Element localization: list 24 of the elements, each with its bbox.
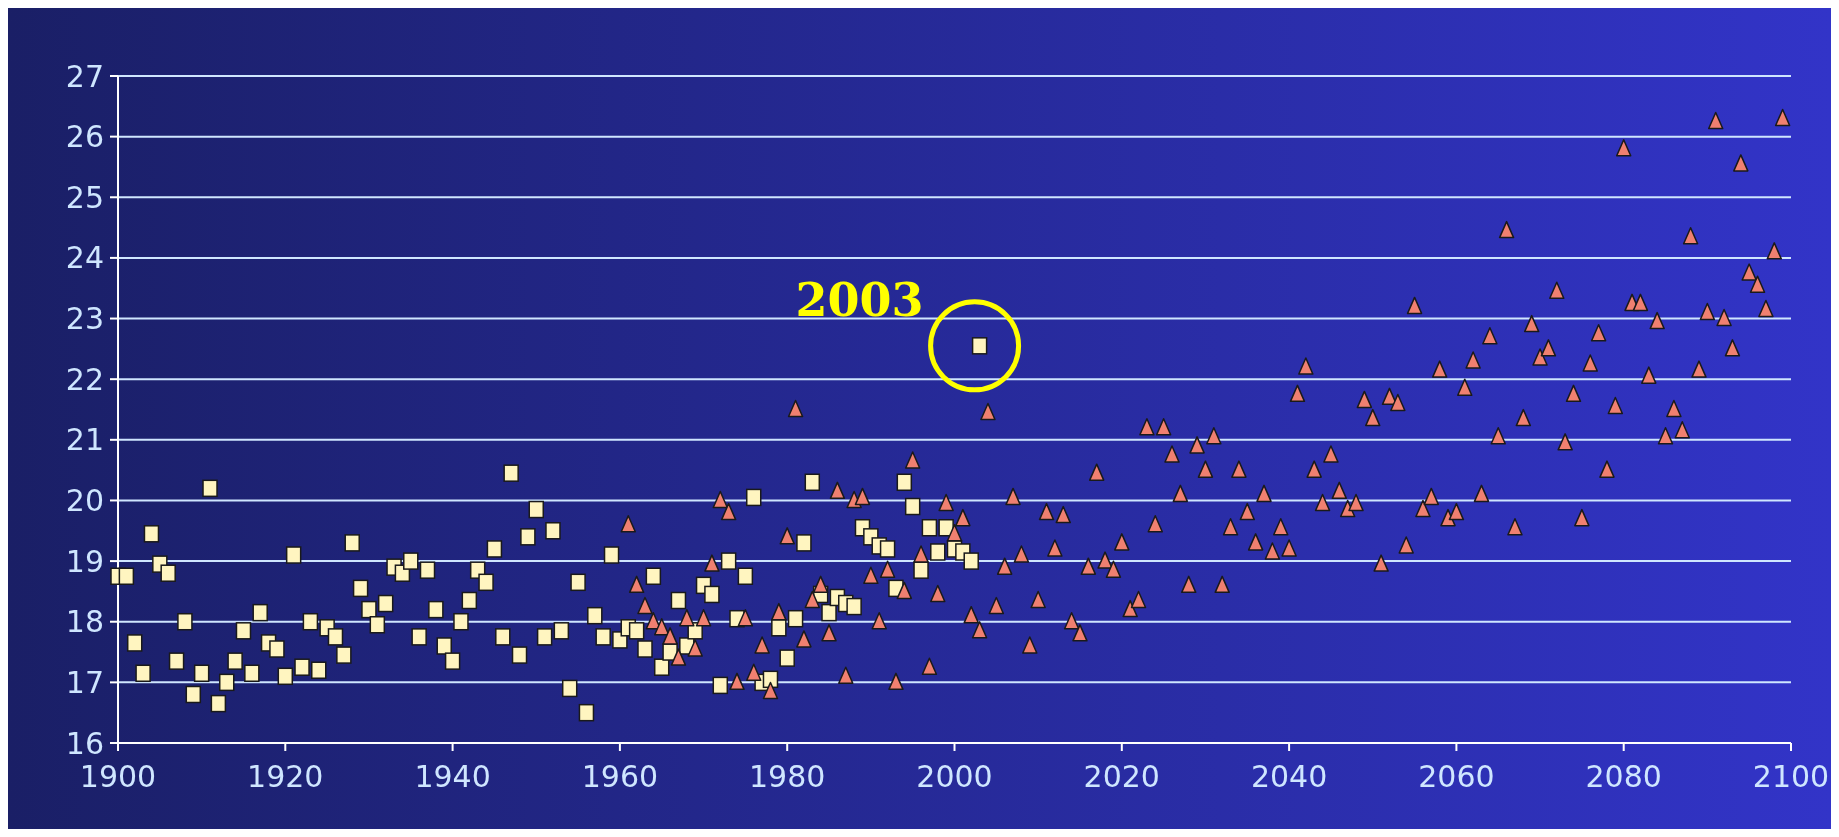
y-tick-label: 19 [65,543,104,579]
x-tick-label: 2000 [916,759,993,794]
x-tick-label: 2020 [1083,759,1160,794]
x-tick-label: 1960 [581,759,659,794]
x-tick-label: 1920 [247,759,324,794]
x-tick-label: 2040 [1250,759,1328,794]
y-tick-label: 25 [65,179,104,215]
y-tick-label: 22 [65,361,104,397]
y-tick-label: 24 [65,240,104,276]
x-tick-label: 2100 [1752,759,1830,794]
y-tick-label: 18 [65,604,104,640]
x-tick-label: 2080 [1585,759,1662,794]
x-tick-label: 1940 [414,759,491,794]
y-tick-label: 16 [65,725,104,761]
x-tick-label: 1900 [79,759,157,794]
y-tick-label: 23 [65,301,104,337]
y-tick-label: 17 [65,664,104,700]
y-tick-label: 20 [65,482,104,518]
y-tick-label: 26 [65,119,104,155]
y-tick-label: 27 [65,58,104,94]
annotation: 2003 [795,272,924,327]
x-tick-label: 1980 [749,759,826,794]
y-tick-label: 21 [65,422,104,458]
x-tick-label: 2060 [1418,759,1495,794]
